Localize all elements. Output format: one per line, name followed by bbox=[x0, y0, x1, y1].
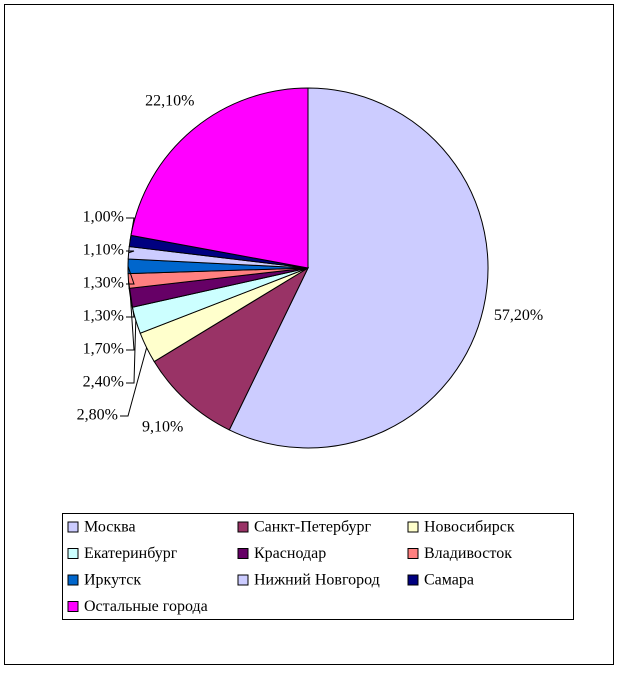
data-label: 57,20% bbox=[494, 307, 543, 324]
leader-line bbox=[120, 347, 148, 417]
legend-swatch bbox=[67, 574, 79, 586]
legend-label: Краснодар bbox=[254, 545, 326, 562]
data-label: 2,40% bbox=[83, 374, 124, 391]
legend-label: Остальные города bbox=[84, 598, 208, 615]
data-label: 1,00% bbox=[83, 209, 124, 226]
legend-swatch bbox=[67, 521, 79, 533]
data-label: 1,70% bbox=[83, 341, 124, 358]
legend-label: Нижний Новгород bbox=[254, 572, 380, 589]
pie-slice bbox=[130, 87, 309, 269]
leader-line bbox=[126, 280, 135, 318]
data-label: 9,10% bbox=[142, 418, 183, 435]
legend-label: Новосибирск bbox=[424, 519, 515, 536]
data-label: 2,80% bbox=[77, 407, 118, 424]
legend-label: Санкт-Петербург bbox=[254, 519, 372, 536]
legend-label: Владивосток bbox=[424, 545, 512, 562]
legend-swatch bbox=[407, 574, 419, 586]
legend-box bbox=[62, 513, 574, 620]
leader-line bbox=[126, 250, 135, 254]
pie-slice bbox=[153, 266, 310, 431]
legend-swatch bbox=[407, 548, 419, 559]
legend-swatch bbox=[67, 601, 79, 612]
data-label: 1,10% bbox=[83, 242, 124, 259]
data-label: 1,30% bbox=[83, 308, 124, 325]
leader-line bbox=[126, 320, 137, 384]
data-label: 22,10% bbox=[145, 93, 194, 110]
legend-label: Москва bbox=[84, 519, 136, 536]
chart-frame bbox=[4, 4, 614, 665]
legend-swatch bbox=[237, 574, 249, 586]
legend-swatch bbox=[67, 548, 79, 559]
data-label: 1,30% bbox=[83, 275, 124, 292]
legend-label: Самара bbox=[424, 572, 474, 589]
legend-label: Иркутск bbox=[84, 572, 141, 589]
pie-slice bbox=[228, 87, 489, 449]
legend-label: Екатеринбург bbox=[84, 545, 178, 562]
legend-swatch bbox=[237, 521, 249, 533]
leader-line bbox=[126, 266, 135, 285]
leader-line bbox=[126, 297, 135, 351]
legend-swatch bbox=[407, 521, 419, 533]
legend-swatch bbox=[237, 548, 249, 559]
